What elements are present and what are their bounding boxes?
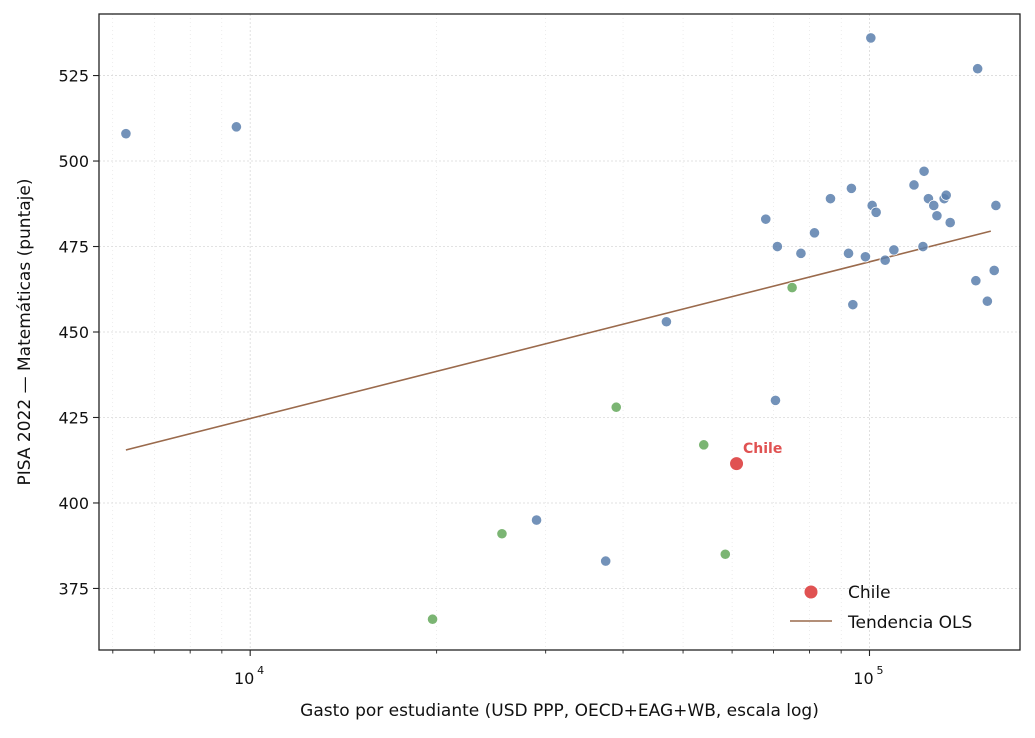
legend-label-chile: Chile	[848, 583, 891, 603]
legend: Chile Tendencia OLS	[790, 583, 972, 633]
data-point	[120, 128, 132, 140]
data-point	[771, 240, 783, 253]
data-point	[870, 206, 882, 218]
data-point	[859, 251, 872, 263]
y-tick-label: 450	[58, 323, 89, 342]
data-point	[760, 213, 772, 225]
data-point	[847, 299, 859, 311]
data-point	[990, 199, 1002, 212]
y-tick-label: 400	[58, 494, 89, 513]
y-tick-label: 525	[58, 67, 89, 86]
data-point	[981, 295, 993, 307]
trend-layer	[125, 230, 992, 451]
y-tick-label: 500	[58, 152, 89, 171]
data-point	[918, 165, 930, 177]
data-point	[845, 182, 858, 194]
data-point	[944, 216, 956, 229]
y-tick-label: 375	[58, 579, 89, 598]
data-point-other	[610, 401, 622, 413]
y-axis-label: PISA 2022 — Matemáticas (puntaje)	[15, 179, 35, 486]
points-layer	[120, 32, 1002, 625]
data-point	[230, 121, 242, 133]
data-point	[769, 394, 782, 406]
x-tick-exponent: 5	[876, 664, 883, 677]
data-point	[660, 316, 673, 328]
data-point-other	[786, 281, 798, 294]
data-point	[808, 227, 821, 239]
data-point-other	[496, 528, 508, 540]
y-tick-label: 425	[58, 408, 89, 427]
x-axis-label: Gasto por estudiante (USD PPP, OECD+EAG+…	[300, 701, 819, 721]
x-tick-label: 10	[853, 669, 873, 688]
legend-marker-chile	[804, 585, 818, 599]
data-point	[940, 189, 952, 201]
chile-point	[729, 456, 745, 472]
x-tick-exponent: 4	[257, 664, 264, 677]
data-point	[988, 264, 1000, 277]
data-point	[931, 210, 943, 222]
y-tick-label: 475	[58, 238, 89, 257]
data-point	[917, 240, 929, 253]
data-point-other	[426, 613, 439, 625]
legend-label-trend: Tendencia OLS	[847, 613, 972, 633]
data-point-other	[698, 439, 710, 451]
data-point	[530, 514, 543, 526]
data-point	[600, 555, 612, 567]
data-point	[865, 32, 877, 44]
x-tick-label: 10	[234, 669, 254, 688]
data-point	[970, 275, 982, 287]
chile-annotation: Chile	[743, 441, 782, 457]
data-point-other	[719, 548, 731, 560]
trend-line	[125, 230, 992, 451]
data-point	[879, 254, 891, 266]
data-point	[972, 63, 984, 75]
data-point	[928, 199, 940, 212]
data-point	[888, 244, 900, 256]
data-point	[908, 179, 920, 191]
data-point	[824, 193, 837, 205]
data-point	[795, 247, 807, 259]
data-point	[842, 247, 855, 259]
